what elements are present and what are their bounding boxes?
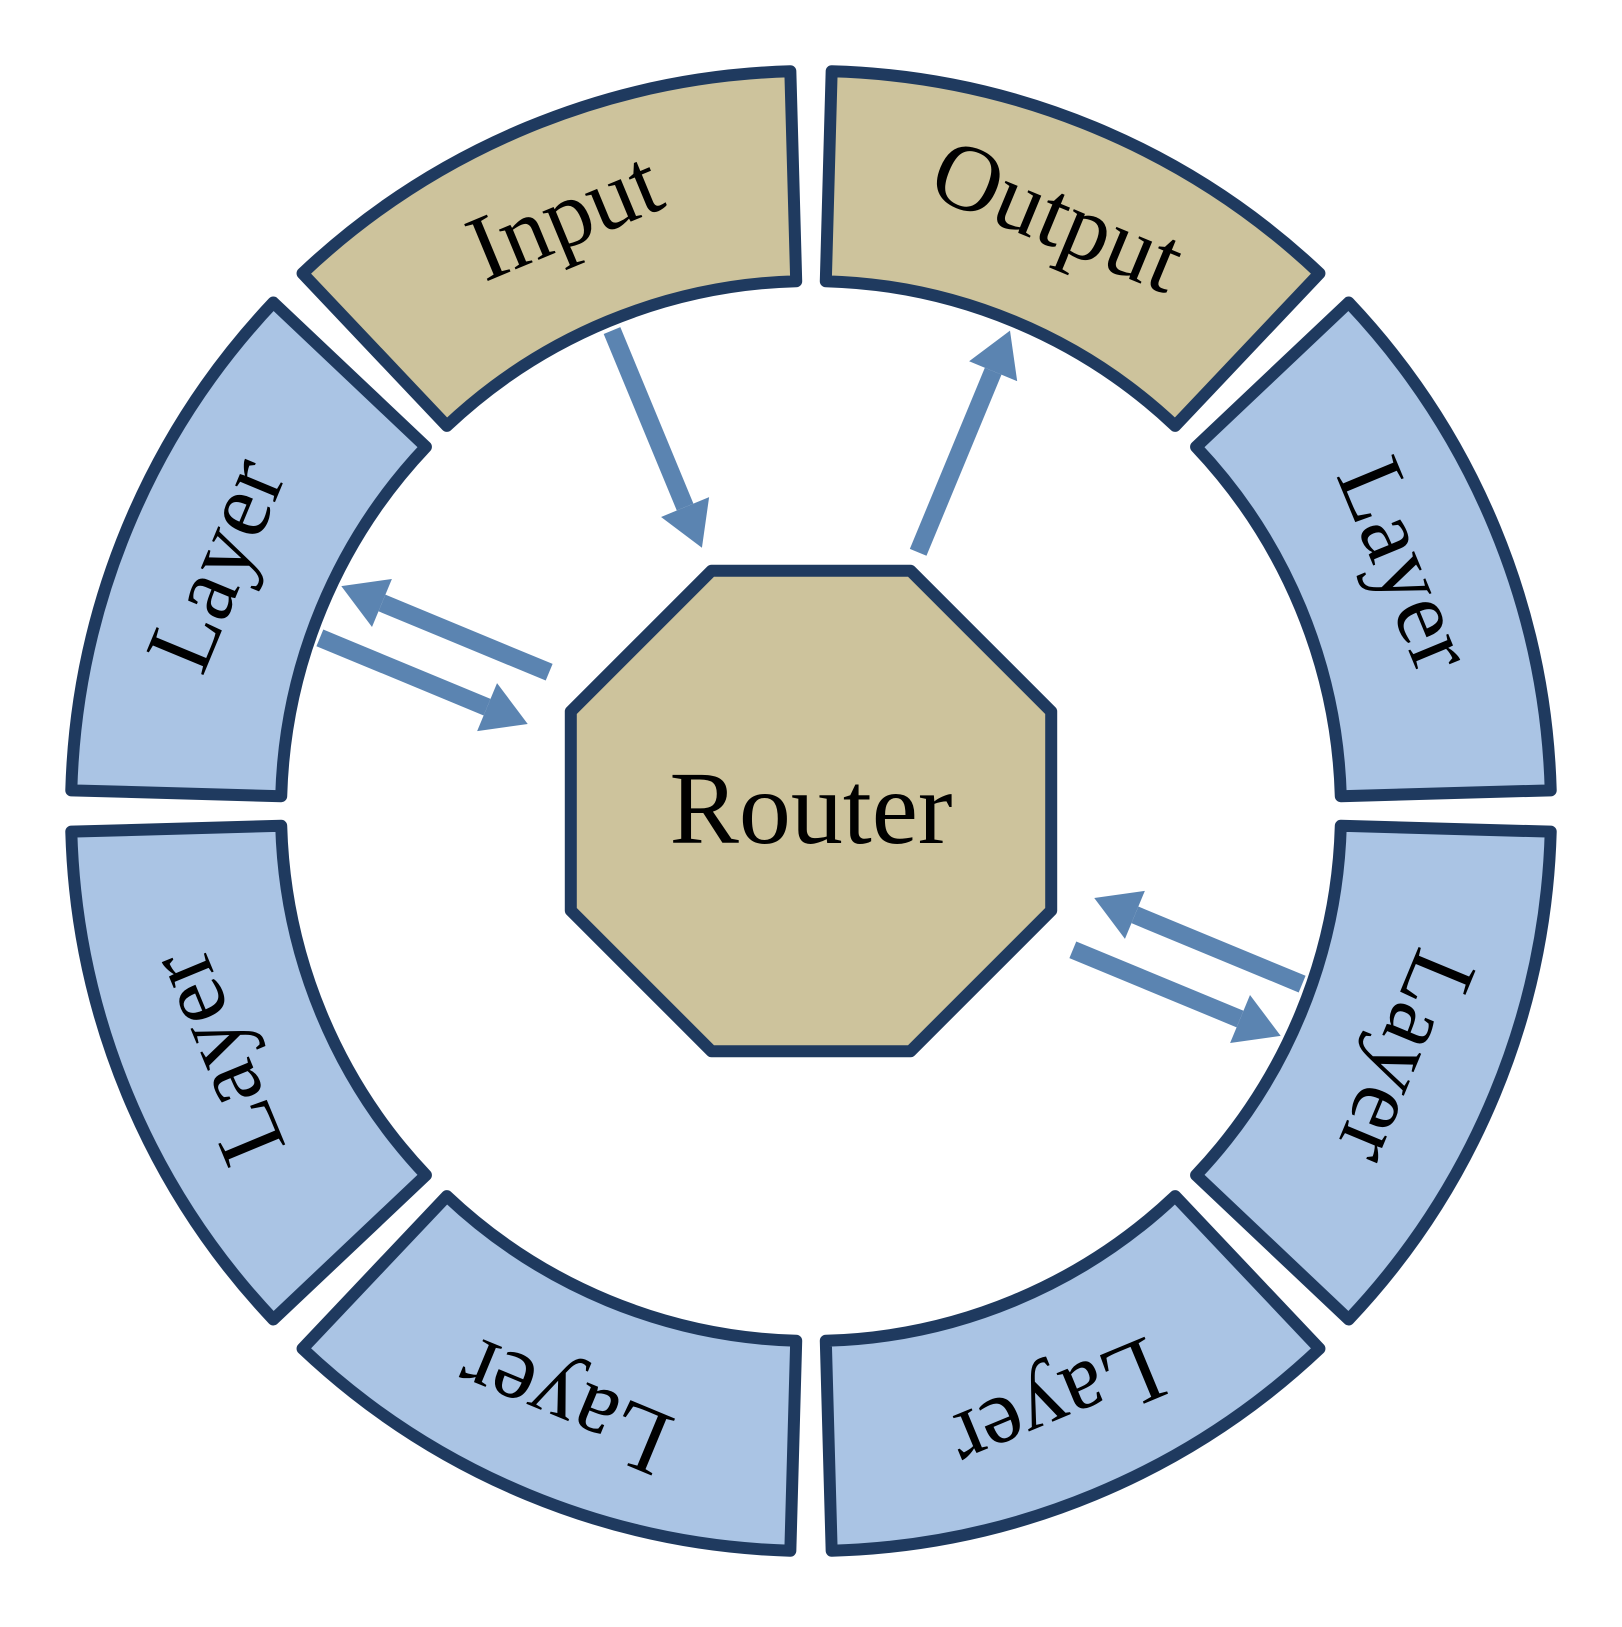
arrow-router-to-layer6 bbox=[382, 603, 549, 672]
arrow-layer2-to-router bbox=[1135, 915, 1302, 984]
arrow-input-to-router bbox=[612, 331, 685, 507]
arrow-router-to-output bbox=[918, 371, 993, 552]
arrow-router-to-layer2 bbox=[1073, 950, 1240, 1019]
arrow-layer6-to-router bbox=[320, 638, 487, 707]
router-radial-diagram: RouterOutputLayerLayerLayerLayerLayerLay… bbox=[0, 0, 1622, 1622]
hub-label: Router bbox=[669, 751, 952, 866]
